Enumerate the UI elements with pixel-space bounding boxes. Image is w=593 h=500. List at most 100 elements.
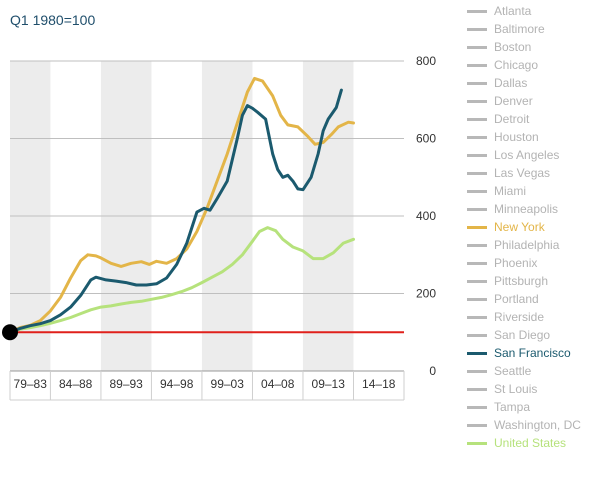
legend-label: San Diego: [494, 328, 551, 342]
x-axis-period-labels: 79–83 84–88 89–93 94–98 99–03 04–08 09–13 14–18: [9, 371, 405, 401]
series-line-san-francisco: [8, 88, 343, 334]
legend-label: Houston: [494, 130, 539, 144]
base-point-marker: [2, 324, 18, 341]
legend-swatch: [467, 243, 487, 247]
legend-label: Portland: [494, 292, 539, 306]
legend-label: Miami: [494, 184, 526, 198]
legend-swatch: [467, 405, 487, 409]
legend-swatch: [467, 333, 487, 337]
legend-swatch: [467, 81, 487, 85]
legend-swatch: [467, 369, 487, 373]
legend-swatch: [467, 9, 487, 13]
legend-label: Seattle: [494, 364, 532, 378]
x-tick-label: 84–88: [59, 377, 93, 391]
legend-label: Pittsburgh: [494, 274, 549, 288]
legend-label: Los Angeles: [494, 148, 560, 162]
legend-label: Dallas: [494, 76, 528, 90]
legend-label: Tampa: [494, 400, 531, 414]
legend-label: Denver: [494, 94, 533, 108]
legend-item-seattle[interactable]: Seattle: [467, 362, 581, 380]
legend-item-philadelphia[interactable]: Philadelphia: [467, 236, 581, 254]
legend-item-detroit[interactable]: Detroit: [467, 110, 581, 128]
legend-item-washington-dc[interactable]: Washington, DC: [467, 416, 581, 434]
y-axis-ticks: 0 200 400 600 800: [416, 54, 436, 378]
legend-label: Baltimore: [494, 22, 545, 36]
legend-swatch: [467, 63, 487, 67]
x-tick-label: 94–98: [160, 377, 194, 391]
legend-swatch: [467, 225, 487, 229]
legend-item-atlanta[interactable]: Atlanta: [467, 2, 581, 20]
legend-item-los-angeles[interactable]: Los Angeles: [467, 146, 581, 164]
legend-swatch: [467, 45, 487, 49]
legend-item-las-vegas[interactable]: Las Vegas: [467, 164, 581, 182]
legend-item-houston[interactable]: Houston: [467, 128, 581, 146]
x-tick-label: 14–18: [362, 377, 396, 391]
legend-label: Riverside: [494, 310, 545, 324]
legend-swatch: [467, 261, 487, 265]
legend-item-united-states[interactable]: United States: [467, 434, 581, 452]
legend-swatch: [467, 99, 487, 103]
legend-swatch: [467, 351, 487, 355]
legend-item-riverside[interactable]: Riverside: [467, 308, 581, 326]
legend-swatch: [467, 153, 487, 157]
x-tick-label: 09–13: [312, 377, 346, 391]
base-marker-group: [2, 324, 18, 341]
legend-swatch: [467, 423, 487, 427]
legend-item-san-diego[interactable]: San Diego: [467, 326, 581, 344]
legend-label: Minneapolis: [494, 202, 559, 216]
legend-item-minneapolis[interactable]: Minneapolis: [467, 200, 581, 218]
y-tick-label: 200: [416, 287, 436, 301]
legend-label: San Francisco: [494, 346, 571, 360]
legend-label: Philadelphia: [494, 238, 560, 252]
legend-label: Detroit: [494, 112, 530, 126]
legend-item-baltimore[interactable]: Baltimore: [467, 20, 581, 38]
legend-swatch: [467, 189, 487, 193]
legend-item-phoenix[interactable]: Phoenix: [467, 254, 581, 272]
legend-item-new-york[interactable]: New York: [467, 218, 581, 236]
x-tick-label: 79–83: [14, 377, 48, 391]
legend-swatch: [467, 117, 487, 121]
y-tick-label: 0: [429, 364, 436, 378]
series-line-united-states: [8, 226, 355, 334]
legend-item-st-louis[interactable]: St Louis: [467, 380, 581, 398]
legend-swatch: [467, 297, 487, 301]
legend-swatch: [467, 171, 487, 175]
legend-swatch: [467, 441, 487, 445]
legend-swatch: [467, 135, 487, 139]
legend-item-san-francisco[interactable]: San Francisco: [467, 344, 581, 362]
legend-item-boston[interactable]: Boston: [467, 38, 581, 56]
x-tick-label: 04–08: [261, 377, 295, 391]
legend: Atlanta Baltimore Boston Chicago Dallas Denve…: [467, 2, 581, 452]
chart-subtitle: Q1 1980=100: [10, 12, 96, 28]
legend-item-dallas[interactable]: Dallas: [467, 74, 581, 92]
legend-label: Chicago: [494, 58, 539, 72]
legend-item-chicago[interactable]: Chicago: [467, 56, 581, 74]
legend-swatch: [467, 27, 487, 31]
legend-label: Las Vegas: [494, 166, 551, 180]
legend-label: Phoenix: [494, 256, 538, 270]
legend-item-pittsburgh[interactable]: Pittsburgh: [467, 272, 581, 290]
legend-label: Atlanta: [494, 4, 532, 18]
x-tick-label: 99–03: [211, 377, 245, 391]
legend-item-denver[interactable]: Denver: [467, 92, 581, 110]
legend-swatch: [467, 387, 487, 391]
legend-label: New York: [494, 220, 545, 234]
legend-label: Boston: [494, 40, 532, 54]
x-tick-label: 89–93: [109, 377, 143, 391]
legend-label: Washington, DC: [494, 418, 581, 432]
legend-item-tampa[interactable]: Tampa: [467, 398, 581, 416]
grid-lines: [10, 60, 404, 372]
y-tick-label: 400: [416, 209, 436, 223]
legend-swatch: [467, 315, 487, 319]
legend-item-miami[interactable]: Miami: [467, 182, 581, 200]
series-lines: [8, 76, 355, 334]
legend-swatch: [467, 207, 487, 211]
y-tick-label: 800: [416, 54, 436, 68]
legend-item-portland[interactable]: Portland: [467, 290, 581, 308]
y-tick-label: 600: [416, 132, 436, 146]
legend-label: St Louis: [494, 382, 538, 396]
series-line-new-york: [8, 76, 355, 334]
legend-label: United States: [494, 436, 567, 450]
legend-swatch: [467, 279, 487, 283]
